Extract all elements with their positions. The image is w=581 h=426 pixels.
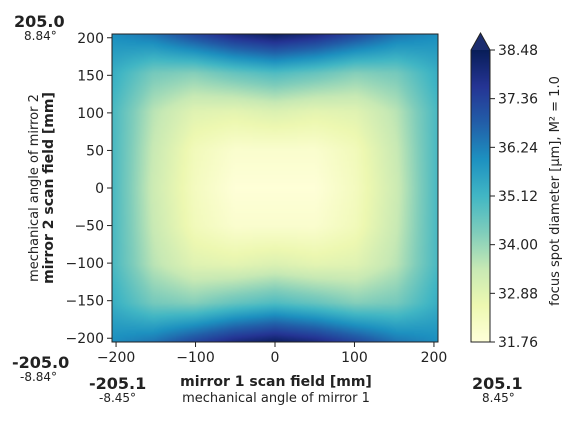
x-axis-ticks: −200 −100 0 100 200 bbox=[97, 342, 447, 366]
x-min-angle-label: -8.45° bbox=[99, 391, 136, 405]
x-axis-secondary-label: mechanical angle of mirror 1 bbox=[182, 391, 370, 406]
colorbar-ticks: 31.76 32.88 34.00 35.12 36.24 37.36 38.48 bbox=[490, 43, 538, 351]
y-axis-label: mirror 2 scan field [mm] bbox=[41, 92, 57, 284]
y-tick-label: 50 bbox=[86, 143, 104, 159]
x-axis-label: mirror 1 scan field [mm] bbox=[180, 374, 372, 390]
colorbar-tick-label: 35.12 bbox=[498, 189, 538, 205]
x-max-label: 205.1 bbox=[472, 374, 523, 393]
colorbar-label: focus spot diameter [μm], M² = 1.0 bbox=[548, 76, 563, 306]
x-tick-label: 200 bbox=[421, 350, 448, 366]
colorbar-tick-label: 34.00 bbox=[498, 238, 538, 254]
y-tick-label: −50 bbox=[74, 219, 104, 235]
y-axis-secondary-label: mechanical angle of mirror 2 bbox=[27, 94, 42, 282]
colorbar-tick-label: 31.76 bbox=[498, 335, 538, 351]
x-tick-label: −100 bbox=[176, 350, 214, 366]
colorbar-tick-label: 38.48 bbox=[498, 43, 538, 59]
colorbar-frame bbox=[470, 31, 491, 343]
y-max-label: 205.0 bbox=[14, 12, 65, 31]
y-axis-ticks: −200 −150 −100 −50 0 50 100 150 200 bbox=[66, 31, 112, 347]
x-max-angle-label: 8.45° bbox=[482, 391, 515, 405]
y-max-angle-label: 8.84° bbox=[24, 29, 57, 43]
x-min-label: -205.1 bbox=[89, 374, 146, 393]
y-tick-label: 150 bbox=[77, 68, 104, 84]
y-tick-label: −200 bbox=[66, 331, 104, 347]
x-tick-label: 100 bbox=[341, 350, 368, 366]
y-tick-label: 0 bbox=[95, 181, 104, 197]
y-tick-label: 100 bbox=[77, 106, 104, 122]
y-tick-label: −150 bbox=[66, 294, 104, 310]
y-min-label: -205.0 bbox=[12, 353, 69, 372]
colorbar-tick-label: 37.36 bbox=[498, 92, 538, 108]
heatmap-image bbox=[112, 34, 438, 342]
x-tick-label: −200 bbox=[97, 350, 135, 366]
x-tick-label: 0 bbox=[271, 350, 280, 366]
colorbar-tick-label: 36.24 bbox=[498, 140, 538, 156]
colorbar bbox=[471, 50, 490, 342]
colorbar-extend-arrow bbox=[471, 33, 490, 50]
y-min-angle-label: -8.84° bbox=[20, 370, 57, 384]
y-tick-label: 200 bbox=[77, 31, 104, 47]
colorbar-tick-label: 32.88 bbox=[498, 286, 538, 302]
y-tick-label: −100 bbox=[66, 256, 104, 272]
